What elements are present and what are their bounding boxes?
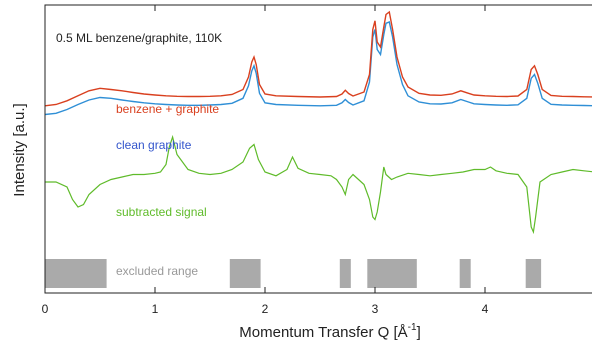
chart-title: 0.5 ML benzene/graphite, 110K — [56, 31, 222, 45]
x-tick-label-4: 4 — [482, 302, 489, 316]
excluded-range-box-6 — [525, 259, 542, 288]
x-tick-label-3: 3 — [372, 302, 379, 316]
label-subtracted-signal: subtracted signal — [116, 205, 207, 219]
x-axis-title: Momentum Transfer Q [Å-1] — [239, 322, 420, 341]
x-tick-label-1: 1 — [152, 302, 159, 316]
series-line-subtracted-signal — [45, 134, 592, 235]
plot-frame — [44, 4, 592, 294]
series-line-clean-graphite — [44, 21, 592, 116]
excluded-ranges — [45, 259, 542, 288]
label-clean-graphite: clean graphite — [116, 138, 192, 152]
x-axis-title-end: ] — [417, 324, 421, 341]
x-axis-title-main: Momentum Transfer Q [Å — [239, 324, 407, 341]
excluded-range-box-2 — [229, 259, 261, 288]
x-tick-label-0: 0 — [42, 302, 49, 316]
x-axis-title-sup: -1 — [408, 322, 417, 333]
excluded-range-box-1 — [45, 259, 107, 288]
excluded-range-box-4 — [367, 259, 417, 288]
x-ticks: 0 1 2 3 4 — [42, 5, 489, 316]
excluded-range-box-5 — [459, 259, 471, 288]
label-excluded-range: excluded range — [116, 264, 198, 278]
excluded-range-box-3 — [339, 259, 351, 288]
series-line-benzene-graphite — [44, 10, 592, 107]
y-axis-title: Intensity [a.u.] — [11, 103, 28, 196]
x-tick-label-2: 2 — [262, 302, 269, 316]
label-benzene-graphite: benzene + graphite — [116, 102, 219, 116]
